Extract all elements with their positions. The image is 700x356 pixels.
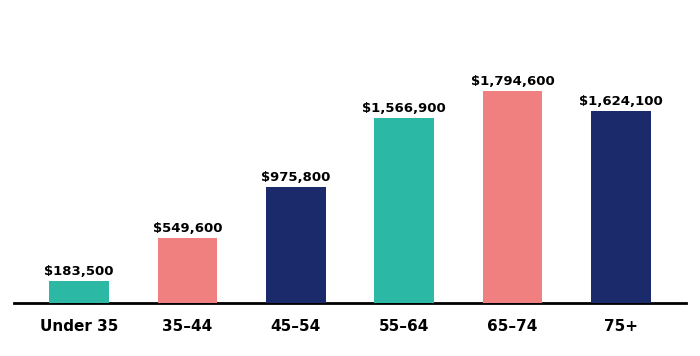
- Text: $549,600: $549,600: [153, 222, 222, 235]
- Text: $975,800: $975,800: [261, 171, 330, 184]
- Text: $1,566,900: $1,566,900: [363, 101, 446, 115]
- Text: $1,794,600: $1,794,600: [470, 75, 554, 88]
- Bar: [49, 281, 108, 303]
- Bar: [592, 111, 651, 303]
- Bar: [483, 91, 542, 303]
- Text: $1,624,100: $1,624,100: [579, 95, 663, 108]
- Bar: [266, 187, 326, 303]
- Text: $183,500: $183,500: [44, 265, 114, 278]
- Bar: [158, 238, 217, 303]
- Bar: [374, 117, 434, 303]
